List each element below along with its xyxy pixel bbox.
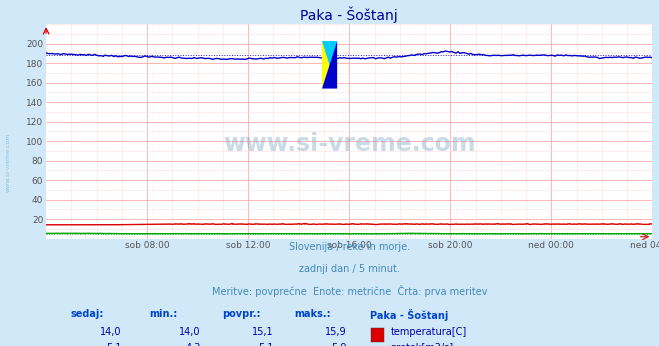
- Text: pretok[m3/s]: pretok[m3/s]: [391, 343, 453, 346]
- Title: Paka - Šoštanj: Paka - Šoštanj: [301, 7, 398, 23]
- Text: 15,1: 15,1: [252, 327, 273, 337]
- Text: temperatura[C]: temperatura[C]: [391, 327, 467, 337]
- Polygon shape: [322, 42, 337, 89]
- Text: www.si-vreme.com: www.si-vreme.com: [223, 132, 476, 156]
- Bar: [371, 328, 384, 342]
- Text: 5,1: 5,1: [258, 343, 273, 346]
- Text: zadnji dan / 5 minut.: zadnji dan / 5 minut.: [299, 264, 400, 274]
- Bar: [371, 344, 384, 346]
- Text: sedaj:: sedaj:: [71, 309, 103, 319]
- Polygon shape: [322, 42, 337, 89]
- Text: 15,9: 15,9: [325, 327, 346, 337]
- Polygon shape: [322, 42, 337, 89]
- Text: 5,1: 5,1: [106, 343, 122, 346]
- Text: povpr.:: povpr.:: [222, 309, 260, 319]
- Text: Paka - Šoštanj: Paka - Šoštanj: [370, 309, 449, 321]
- Text: www.si-vreme.com: www.si-vreme.com: [6, 133, 11, 192]
- Text: 14,0: 14,0: [100, 327, 122, 337]
- Text: Meritve: povprečne  Enote: metrične  Črta: prva meritev: Meritve: povprečne Enote: metrične Črta:…: [212, 285, 487, 298]
- Text: Slovenija / reke in morje.: Slovenija / reke in morje.: [289, 242, 410, 252]
- Text: 4,3: 4,3: [185, 343, 201, 346]
- Text: maks.:: maks.:: [295, 309, 331, 319]
- Text: min.:: min.:: [149, 309, 177, 319]
- Text: 5,9: 5,9: [331, 343, 346, 346]
- Text: 14,0: 14,0: [179, 327, 201, 337]
